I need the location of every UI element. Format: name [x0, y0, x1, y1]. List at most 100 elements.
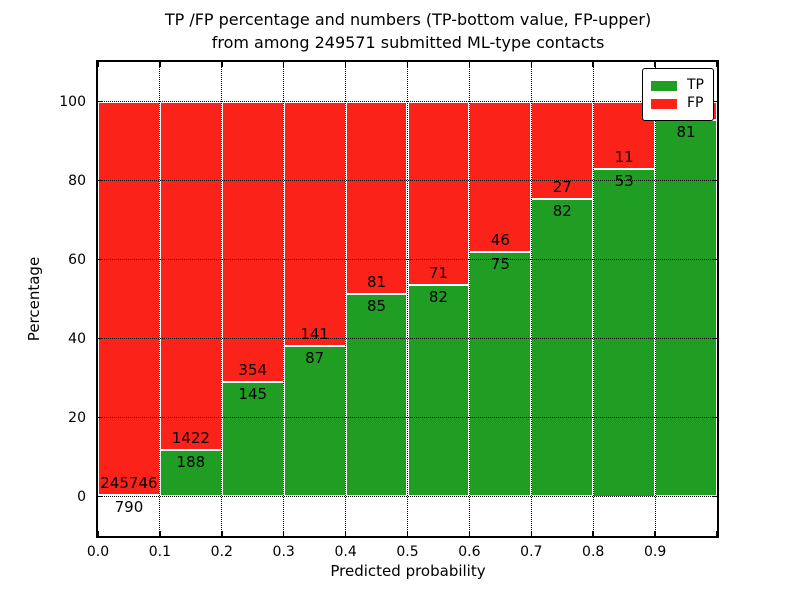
bar-segment-tp — [283, 345, 346, 497]
legend-swatch-fp — [651, 98, 677, 109]
x-tick-mark — [221, 62, 223, 67]
fp-count-label: 81 — [367, 273, 387, 292]
x-tick-mark — [716, 62, 718, 67]
bar-segment-fp — [98, 101, 160, 496]
x-tick-mark — [282, 62, 285, 67]
vertical-gridline — [407, 62, 408, 536]
y-tick-mark — [98, 100, 103, 103]
bar-segment-fp — [407, 101, 470, 285]
tp-count-label: 85 — [367, 297, 387, 316]
x-tick-mark — [344, 531, 347, 536]
x-tick-mark — [468, 531, 471, 536]
bar-segment-fp — [345, 101, 408, 295]
vertical-gridline — [468, 62, 470, 536]
x-tick-mark — [97, 531, 99, 536]
y-axis-label: Percentage — [25, 256, 43, 342]
vertical-gridline — [345, 62, 347, 536]
x-axis-label: Predicted probability — [330, 562, 486, 580]
y-tick-mark — [712, 495, 717, 498]
y-tick-label: 0 — [77, 488, 86, 505]
bar-segment-tp — [593, 169, 656, 497]
tp-count-label: 82 — [552, 202, 572, 221]
y-tick-label: 20 — [68, 409, 86, 426]
bar-segment-tp — [159, 450, 222, 497]
x-tick-mark — [654, 62, 656, 67]
x-tick-mark — [654, 531, 656, 536]
vertical-gridline — [654, 62, 656, 536]
bar-segment-fp — [283, 101, 346, 346]
x-tick-label: 0.1 — [148, 544, 172, 560]
chart-title: TP /FP percentage and numbers (TP-bottom… — [97, 8, 719, 54]
chart-title-line-2: from among 249571 submitted ML-type cont… — [211, 33, 605, 52]
y-tick-mark — [98, 416, 103, 419]
tp-count-label: 75 — [490, 254, 510, 273]
bar-segment-tp — [345, 294, 408, 497]
y-tick-mark — [712, 258, 717, 261]
x-tick-mark — [530, 62, 533, 67]
x-tick-mark — [530, 531, 533, 536]
fp-count-label: 27 — [552, 178, 572, 197]
x-tick-mark — [282, 531, 285, 536]
x-tick-mark — [406, 62, 409, 67]
fp-count-label: 46 — [490, 230, 510, 249]
x-tick-label: 0.5 — [396, 544, 419, 560]
y-tick-label: 60 — [68, 251, 86, 268]
fp-count-label: 1422 — [171, 429, 210, 448]
horizontal-gridline — [98, 417, 717, 418]
legend-swatch-tp — [651, 80, 677, 91]
x-tick-label: 0.2 — [210, 544, 233, 560]
bar-segment-fp — [469, 101, 532, 252]
x-tick-mark — [97, 62, 99, 67]
x-tick-mark — [468, 62, 471, 67]
y-tick-mark — [712, 337, 717, 340]
fp-count-label: 11 — [614, 148, 634, 167]
x-tick-label: 0.6 — [458, 544, 481, 560]
fp-count-label: 354 — [238, 360, 268, 379]
x-tick-label: 0.9 — [643, 544, 667, 560]
x-tick-label: 0.4 — [334, 544, 357, 560]
horizontal-gridline — [98, 259, 717, 260]
horizontal-gridline — [98, 101, 717, 102]
y-tick-mark — [712, 100, 717, 103]
y-tick-label: 80 — [68, 172, 86, 189]
x-tick-label: 0.7 — [520, 544, 543, 560]
x-tick-mark — [221, 531, 223, 536]
vertical-gridline — [283, 62, 285, 536]
bar-segment-tp — [407, 284, 470, 497]
horizontal-gridline — [98, 338, 717, 339]
legend-label-tp: TP — [687, 77, 704, 93]
legend-item-fp: FP — [651, 96, 704, 111]
y-tick-label: 100 — [59, 93, 86, 110]
bar-segment-tp — [469, 251, 532, 497]
y-tick-mark — [98, 258, 103, 261]
x-tick-mark — [592, 531, 594, 536]
bar-segment-tp — [655, 120, 717, 497]
x-tick-label: 0.0 — [86, 544, 110, 560]
vertical-gridline — [159, 62, 161, 536]
horizontal-gridline — [98, 496, 717, 497]
legend-label-fp: FP — [687, 95, 704, 111]
tp-count-label: 81 — [676, 123, 696, 142]
x-tick-mark — [716, 531, 718, 536]
bar-segment-fp — [221, 101, 284, 382]
y-tick-mark — [712, 179, 717, 182]
x-tick-mark — [592, 62, 594, 67]
bar-segment-tp — [531, 199, 594, 497]
vertical-gridline — [221, 62, 223, 536]
x-tick-mark — [159, 531, 161, 536]
x-tick-mark — [344, 62, 347, 67]
tp-count-label: 790 — [114, 498, 144, 517]
y-tick-mark — [98, 337, 103, 340]
x-tick-label: 0.3 — [272, 544, 295, 560]
x-tick-mark — [159, 62, 161, 67]
legend-item-tp: TP — [651, 78, 704, 93]
x-tick-label: 0.8 — [582, 544, 605, 560]
tp-count-label: 145 — [238, 384, 268, 403]
plot-area: TP FP 245746 790 1422 188 354 145 141 87 81 85 71 82… — [96, 60, 719, 538]
bar-segment-fp — [159, 101, 222, 451]
y-tick-mark — [98, 495, 103, 498]
y-tick-mark — [712, 416, 717, 419]
x-tick-mark — [406, 531, 409, 536]
fp-count-label: 141 — [300, 324, 329, 343]
